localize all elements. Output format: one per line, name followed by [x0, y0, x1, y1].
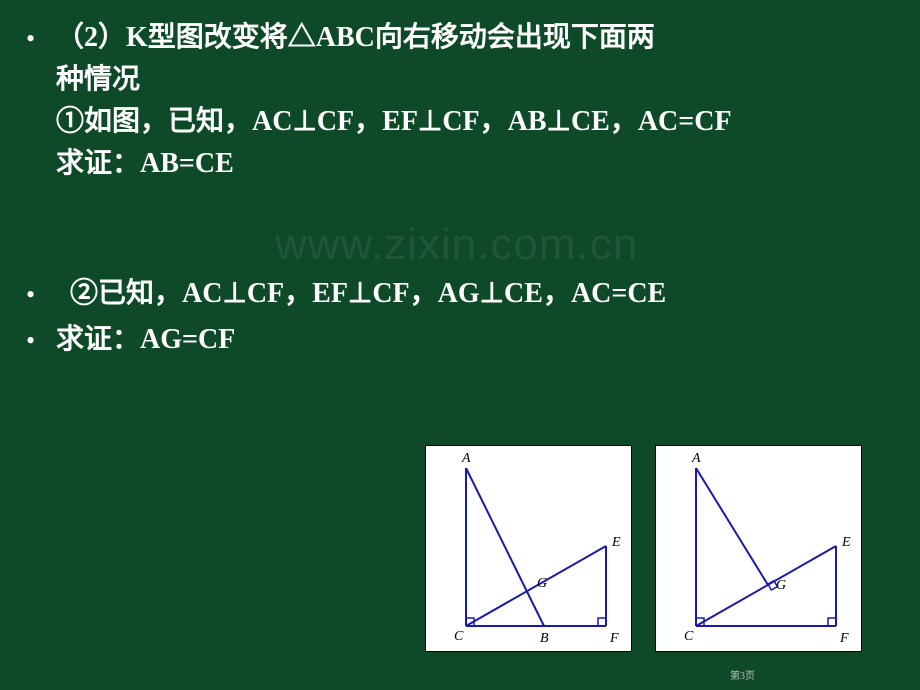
svg-text:G: G — [537, 576, 547, 591]
svg-text:C: C — [454, 629, 464, 644]
svg-text:F: F — [839, 631, 849, 646]
watermark: www.zixin.com.cn — [275, 220, 638, 270]
svg-text:E: E — [841, 535, 851, 550]
bullet-6: • — [26, 326, 35, 356]
bullet-1: • — [26, 24, 35, 54]
line-5: ②已知，AC⊥CF，EF⊥CF，AG⊥CE，AC=CE — [70, 274, 666, 315]
svg-text:F: F — [609, 631, 619, 646]
page-footer: 第3页 — [730, 667, 755, 682]
line-3: ①如图，已知，AC⊥CF，EF⊥CF，AB⊥CE，AC=CF — [56, 102, 732, 143]
line-1: （2）K型图改变将△ABC向右移动会出现下面两 — [56, 18, 655, 59]
svg-text:G: G — [776, 578, 786, 593]
bullet-5: • — [26, 280, 35, 310]
svg-text:C: C — [684, 629, 694, 644]
svg-text:A: A — [691, 451, 701, 466]
figure-2: A C F E G — [655, 445, 862, 652]
svg-text:E: E — [611, 535, 621, 550]
line-4: 求证：AB=CE — [56, 144, 234, 185]
figure-1: A C B F E G — [425, 445, 632, 652]
svg-text:A: A — [461, 451, 471, 466]
line-6: 求证：AG=CF — [56, 320, 235, 361]
line-2: 种情况 — [56, 60, 140, 101]
svg-text:B: B — [540, 631, 549, 646]
